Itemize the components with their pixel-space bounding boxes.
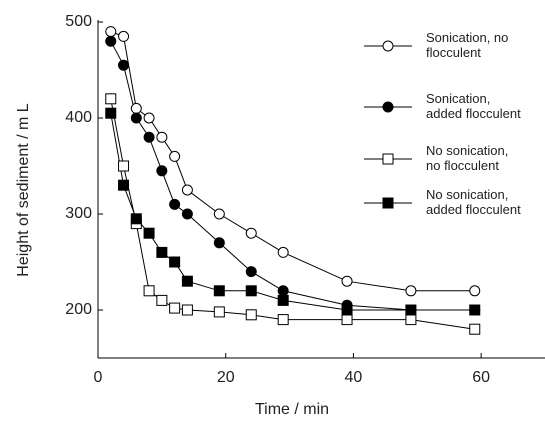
marker xyxy=(130,112,142,124)
marker xyxy=(105,26,117,38)
marker xyxy=(245,285,257,297)
marker xyxy=(277,294,289,306)
marker xyxy=(118,30,130,42)
marker xyxy=(277,246,289,258)
marker xyxy=(105,107,117,119)
marker xyxy=(341,304,353,316)
marker xyxy=(143,227,155,239)
marker xyxy=(130,102,142,114)
marker xyxy=(181,208,193,220)
marker xyxy=(169,198,181,210)
marker xyxy=(156,294,168,306)
marker xyxy=(245,309,257,321)
marker xyxy=(143,285,155,297)
legend-marker xyxy=(382,153,394,165)
x-axis-label: Time / min xyxy=(255,401,329,418)
marker xyxy=(277,314,289,326)
x-tick-label: 0 xyxy=(94,369,103,386)
marker xyxy=(245,227,257,239)
marker xyxy=(118,160,130,172)
marker xyxy=(143,131,155,143)
legend-label: Sonication, no flocculent xyxy=(426,30,509,60)
marker xyxy=(118,59,130,71)
marker xyxy=(405,304,417,316)
marker xyxy=(341,275,353,287)
marker xyxy=(156,131,168,143)
x-tick-label: 40 xyxy=(345,369,363,386)
legend-label: No sonication, added flocculent xyxy=(426,187,521,217)
marker xyxy=(213,208,225,220)
legend-label: No sonication, no flocculent xyxy=(426,143,509,173)
marker xyxy=(213,237,225,249)
x-tick-label: 20 xyxy=(217,369,235,386)
marker xyxy=(213,306,225,318)
marker xyxy=(213,285,225,297)
marker xyxy=(341,314,353,326)
marker xyxy=(105,93,117,105)
legend-label: Sonication, added flocculent xyxy=(426,91,521,121)
marker xyxy=(130,213,142,225)
marker xyxy=(118,179,130,191)
series-line xyxy=(110,40,475,311)
legend-marker xyxy=(382,101,394,113)
marker xyxy=(469,304,481,316)
marker xyxy=(156,246,168,258)
x-tick-label: 60 xyxy=(472,369,490,386)
y-tick-label: 400 xyxy=(65,109,92,126)
marker xyxy=(181,184,193,196)
y-tick-label: 200 xyxy=(65,301,92,318)
legend-marker xyxy=(382,197,394,209)
marker xyxy=(181,304,193,316)
marker xyxy=(277,285,289,297)
marker xyxy=(169,302,181,314)
marker xyxy=(405,285,417,297)
y-tick-label: 500 xyxy=(65,13,92,30)
legend-marker xyxy=(382,40,394,52)
y-tick-label: 300 xyxy=(65,205,92,222)
marker xyxy=(156,165,168,177)
marker xyxy=(143,112,155,124)
y-axis-label: Height of sediment / m L xyxy=(15,103,32,277)
marker xyxy=(169,256,181,268)
marker xyxy=(181,275,193,287)
marker xyxy=(169,150,181,162)
marker xyxy=(245,266,257,278)
marker xyxy=(469,285,481,297)
marker xyxy=(105,35,117,47)
marker xyxy=(405,314,417,326)
marker xyxy=(469,323,481,335)
